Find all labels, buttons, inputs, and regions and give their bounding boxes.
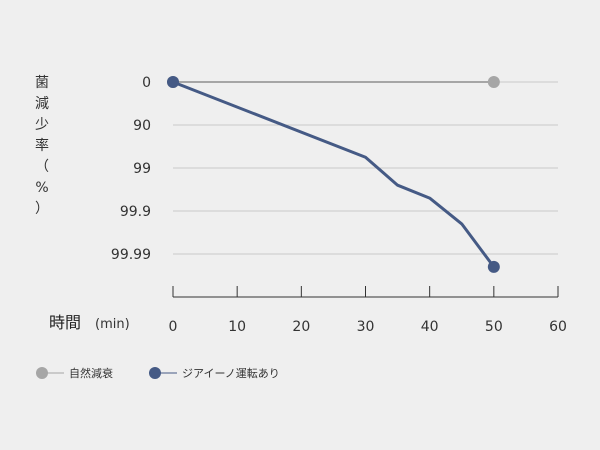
y-axis-label-char: % (35, 180, 48, 196)
series-layer (167, 76, 500, 273)
legend-marker (36, 367, 48, 379)
y-axis-label-char: 率 (35, 137, 49, 154)
grid-lines (173, 81, 558, 255)
x-tick-label: 50 (485, 319, 503, 335)
x-axis-unit: (min) (95, 317, 130, 332)
y-tick-labels: 0 90 99 99.9 99.99 (111, 75, 151, 263)
y-tick-label: 99 (133, 161, 151, 177)
x-tick-label: 20 (292, 319, 310, 335)
x-tick-label: 0 (169, 319, 178, 335)
y-tick-label: 0 (142, 75, 151, 91)
y-axis-label-char: 菌 (35, 75, 49, 91)
y-axis-label-char: 少 (35, 117, 49, 133)
legend-label: ジアイーノ運転あり (182, 367, 280, 380)
y-tick-label: 99.9 (120, 204, 151, 220)
y-axis-label-char: （ (35, 159, 49, 175)
series-2-marker (487, 260, 500, 273)
legend: 自然減衰 ジアイーノ運転あり (36, 366, 280, 380)
series-line-2 (172, 80, 496, 268)
y-axis-label-char: ） (35, 201, 49, 217)
legend-label: 自然減衰 (69, 366, 113, 380)
x-tick-label: 10 (228, 319, 246, 335)
x-tick-label: 40 (421, 319, 439, 335)
x-tick-label: 30 (357, 319, 375, 335)
x-axis: 0 10 20 30 40 50 60 (169, 286, 567, 335)
y-axis-label-char: 減 (35, 95, 49, 112)
y-tick-label: 90 (133, 118, 151, 134)
x-axis-title: 時間 (min) (49, 313, 130, 332)
series-1-marker (487, 76, 500, 88)
series-2-marker (167, 76, 179, 88)
y-tick-label: 99.99 (111, 247, 151, 263)
x-axis-label: 時間 (49, 313, 81, 332)
legend-marker (149, 367, 161, 379)
x-tick-label: 60 (549, 319, 567, 335)
